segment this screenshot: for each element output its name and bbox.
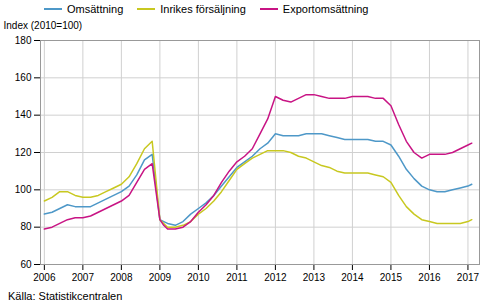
- svg-text:2015: 2015: [380, 272, 403, 283]
- svg-text:60: 60: [20, 259, 32, 270]
- svg-text:80: 80: [20, 221, 32, 232]
- html-text:Källa: Statistikcentralen: Källa: Statistikcentralen: [8, 290, 123, 302]
- svg-text:120: 120: [15, 147, 32, 158]
- html-text:Inrikes försäljning: Inrikes försäljning: [160, 3, 246, 15]
- svg-text:2017: 2017: [457, 272, 480, 283]
- svg-text:180: 180: [15, 35, 32, 46]
- svg-text:2009: 2009: [149, 272, 172, 283]
- svg-text:Index (2010=100): Index (2010=100): [4, 20, 83, 31]
- svg-text:2007: 2007: [72, 272, 95, 283]
- svg-text:2008: 2008: [110, 272, 133, 283]
- svg-text:2014: 2014: [341, 272, 364, 283]
- svg-text:2010: 2010: [187, 272, 210, 283]
- svg-text:2012: 2012: [264, 272, 287, 283]
- svg-text:2011: 2011: [226, 272, 248, 283]
- html-text:Omsättning: Omsättning: [67, 3, 124, 15]
- svg-text:100: 100: [15, 184, 32, 195]
- html-text:Exportomsättning: Exportomsättning: [282, 3, 369, 15]
- svg-text:2016: 2016: [418, 272, 441, 283]
- svg-text:2006: 2006: [33, 272, 56, 283]
- svg-text:160: 160: [15, 72, 32, 83]
- svg-text:140: 140: [15, 109, 32, 120]
- svg-text:2013: 2013: [303, 272, 326, 283]
